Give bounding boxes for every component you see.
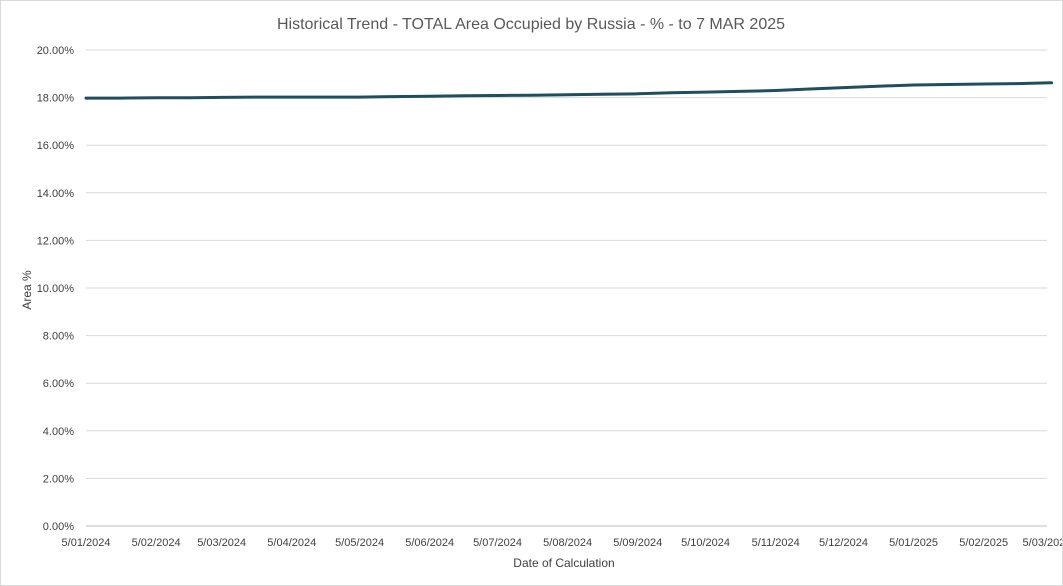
data-point	[291, 96, 293, 98]
x-tick-label: 5/11/2024	[752, 537, 800, 549]
data-point	[1016, 82, 1019, 85]
y-tick-label: 8.00%	[43, 331, 74, 343]
x-tick-label: 5/02/2025	[959, 537, 1008, 549]
y-axis-tick-labels: 0.00% 2.00% 4.00% 6.00% 8.00% 10.00% 12.00% 14.…	[37, 45, 75, 533]
x-tick-label: 5/10/2024	[681, 537, 730, 549]
y-tick-label: 16.00%	[37, 140, 75, 152]
data-point	[566, 93, 569, 96]
data-point	[842, 86, 845, 89]
data-point	[462, 94, 465, 97]
chart-title: Historical Trend - TOTAL Area Occupied b…	[277, 16, 785, 33]
x-tick-label: 5/08/2024	[543, 537, 592, 549]
x-tick-label: 5/03/2024	[197, 537, 246, 549]
data-point	[876, 85, 879, 87]
x-tick-label: 5/02/2024	[132, 537, 181, 549]
data-point	[636, 93, 639, 95]
data-point	[189, 97, 191, 99]
data-point	[774, 89, 777, 92]
data-point	[392, 95, 395, 98]
y-tick-label: 18.00%	[37, 93, 75, 105]
data-point	[738, 90, 741, 93]
y-tick-label: 0.00%	[43, 521, 74, 533]
y-axis-title: Area %	[20, 270, 34, 310]
data-point	[324, 96, 327, 98]
data-point	[946, 83, 949, 86]
gridlines	[86, 49, 1047, 527]
x-tick-label: 5/01/2025	[889, 537, 938, 549]
series-layer	[84, 81, 1053, 100]
x-tick-label: 5/09/2024	[613, 537, 662, 549]
data-point	[670, 92, 673, 94]
x-axis-title: Date of Calculation	[513, 556, 614, 570]
data-point	[912, 84, 915, 86]
data-point	[85, 97, 87, 99]
y-tick-label: 4.00%	[43, 426, 74, 438]
x-tick-label: 5/12/2024	[819, 537, 868, 549]
data-point	[1050, 82, 1053, 84]
y-tick-label: 20.00%	[37, 45, 75, 57]
y-tick-label: 10.00%	[37, 283, 75, 295]
data-point	[220, 96, 223, 99]
y-tick-label: 12.00%	[37, 235, 75, 247]
data-point	[982, 83, 985, 85]
y-tick-label: 14.00%	[37, 188, 75, 200]
data-point	[496, 94, 499, 97]
data-point	[530, 94, 533, 96]
data-point	[428, 95, 431, 97]
data-point	[254, 96, 257, 98]
data-point	[119, 97, 121, 99]
data-point	[808, 88, 811, 90]
data-point	[358, 96, 361, 98]
data-point	[600, 93, 603, 96]
x-tick-label: 5/03/2025	[1023, 537, 1062, 549]
y-tick-label: 6.00%	[43, 378, 74, 390]
x-axis-tick-labels: 5/01/2024 5/02/2024 5/03/2024 5/04/2024 5/05…	[62, 537, 1062, 549]
x-tick-label: 5/01/2024	[62, 537, 111, 549]
data-point	[155, 97, 157, 99]
x-tick-label: 5/06/2024	[405, 537, 454, 549]
x-tick-label: 5/07/2024	[473, 537, 522, 549]
y-tick-label: 2.00%	[43, 473, 74, 485]
data-point	[704, 91, 707, 93]
x-tick-label: 5/05/2024	[335, 537, 384, 549]
x-tick-label: 5/04/2024	[267, 537, 316, 549]
series-line	[84, 81, 1053, 100]
